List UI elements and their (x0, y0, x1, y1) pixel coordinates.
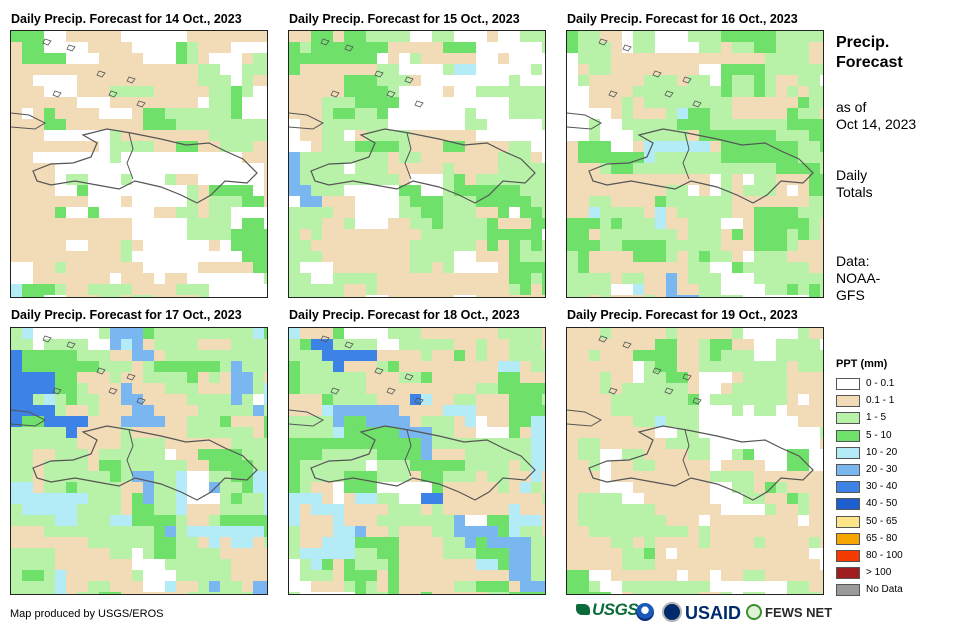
legend-swatch (836, 378, 860, 390)
usgs-logo-text: USGS (592, 600, 639, 619)
data-source-line: NOAA- (836, 270, 881, 286)
legend-swatch (836, 567, 860, 580)
forecast-map-day2 (288, 30, 546, 298)
usgs-logo: USGS (576, 600, 639, 620)
as-of-value: Oct 14, 2023 (836, 116, 917, 132)
legend-swatch (836, 498, 860, 511)
legend-swatch (836, 464, 860, 476)
map-credit: Map produced by USGS/EROS (10, 608, 164, 620)
fewsnet-globe-icon (746, 604, 762, 620)
noaa-logo (636, 603, 654, 626)
totals-line: Daily (836, 167, 868, 183)
legend-label: 40 - 50 (866, 498, 898, 510)
legend-swatch (836, 412, 860, 425)
data-source-line: Data: (836, 253, 870, 269)
legend-label: 5 - 10 (866, 429, 892, 441)
map-title: Precip. Forecast (836, 33, 903, 73)
data-source: Data: NOAA- GFS (836, 253, 880, 304)
forecast-map-day5 (288, 327, 546, 595)
legend-label: No Data (866, 584, 903, 596)
panel-title: Daily Precip. Forecast for 19 Oct., 2023 (567, 308, 798, 322)
as-of-date: as of Oct 14, 2023 (836, 99, 916, 133)
legend-label: 20 - 30 (866, 464, 898, 475)
map-title-line: Precip. (836, 34, 890, 51)
legend-label: 1 - 5 (866, 412, 887, 424)
usaid-logo-text: USAID (685, 603, 742, 623)
panel-title: Daily Precip. Forecast for 15 Oct., 2023 (289, 12, 520, 26)
legend-swatch (836, 515, 860, 528)
noaa-seal-icon (636, 603, 654, 621)
legend-swatch (836, 481, 860, 494)
panel-title: Daily Precip. Forecast for 17 Oct., 2023 (11, 308, 242, 322)
fewsnet-logo-text: FEWS NET (765, 605, 833, 620)
legend-label: > 100 (866, 567, 892, 579)
legend-title: PPT (mm) (836, 358, 888, 370)
totals-note: Daily Totals (836, 167, 873, 201)
legend-swatch (836, 532, 860, 545)
panel-title: Daily Precip. Forecast for 18 Oct., 2023 (289, 308, 520, 322)
legend-swatch (836, 584, 860, 597)
totals-line: Totals (836, 184, 873, 200)
panel-title: Daily Precip. Forecast for 14 Oct., 2023 (11, 12, 242, 26)
data-source-line: GFS (836, 287, 865, 303)
legend-label: 0 - 0.1 (866, 378, 895, 389)
usaid-seal-icon (662, 602, 682, 622)
legend-swatch (836, 395, 860, 408)
legend-label: 0.1 - 1 (866, 395, 895, 407)
legend-swatch (836, 446, 860, 459)
legend-label: 50 - 65 (866, 515, 898, 527)
panel-title: Daily Precip. Forecast for 16 Oct., 2023 (567, 12, 798, 26)
legend-swatch (836, 429, 860, 442)
forecast-map-day4 (10, 327, 268, 595)
legend-label: 65 - 80 (866, 532, 898, 544)
map-title-line: Forecast (836, 54, 903, 71)
as-of-label: as of (836, 99, 867, 115)
legend-label: 30 - 40 (866, 481, 898, 493)
forecast-map-day6 (566, 327, 824, 595)
forecast-map-day1 (10, 30, 268, 298)
legend-label: 80 - 100 (866, 550, 903, 561)
forecast-map-day3 (566, 30, 824, 298)
usgs-wave-icon (576, 604, 590, 615)
fewsnet-logo: FEWS NET (746, 604, 832, 620)
legend-swatch (836, 550, 860, 562)
usaid-logo: USAID (662, 602, 741, 624)
legend-label: 10 - 20 (866, 446, 898, 458)
